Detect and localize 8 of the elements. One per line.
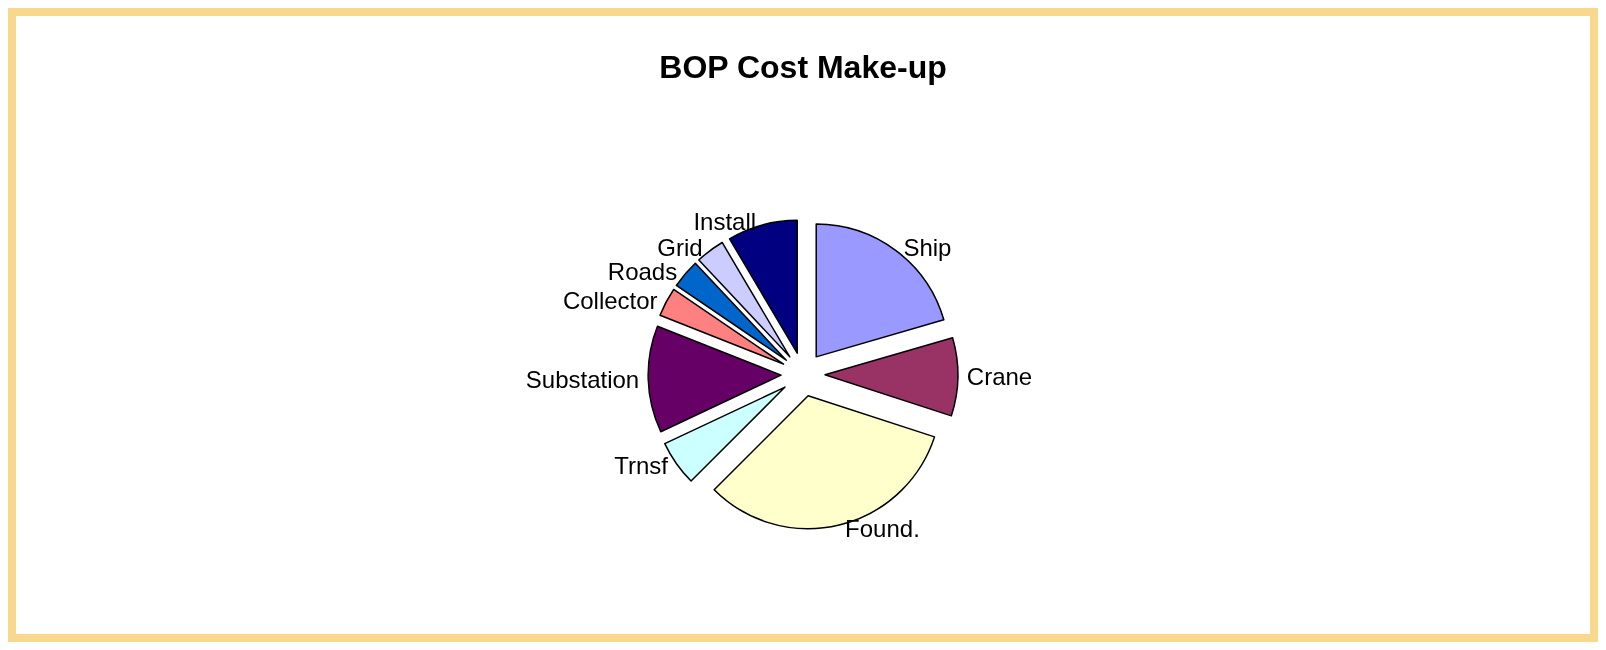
slice-label: Substation	[525, 365, 640, 393]
slice-label: Crane	[966, 363, 1033, 391]
chart-title: BOP Cost Make-up	[659, 49, 947, 85]
slice-label: Found.	[845, 515, 920, 543]
slice-label: Install	[693, 207, 757, 235]
slice-label: Ship	[903, 233, 952, 261]
slice-label: Trnsf	[614, 452, 669, 480]
slice-label: Collector	[562, 286, 658, 314]
